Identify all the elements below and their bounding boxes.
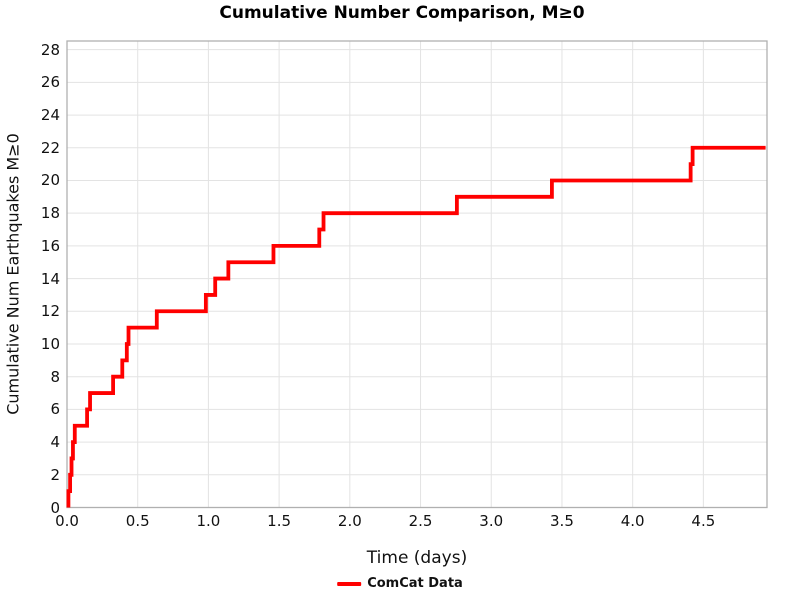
x-tick-label: 4.5 xyxy=(691,511,716,530)
x-tick-label: 3.5 xyxy=(550,511,574,530)
legend-line-icon xyxy=(337,581,362,586)
x-tick-label: 1.5 xyxy=(267,511,292,530)
x-tick-label: 1.0 xyxy=(196,511,221,530)
x-tick-label: 2.5 xyxy=(408,511,433,530)
y-tick-label: 12 xyxy=(40,302,60,321)
x-tick-label: 4.0 xyxy=(620,511,645,530)
chart-title: Cumulative Number Comparison, M≥0 xyxy=(219,3,585,23)
y-tick-label: 28 xyxy=(40,40,60,59)
legend: ComCat Data xyxy=(337,576,463,591)
y-axis-label: Cumulative Num Earthquakes M≥0 xyxy=(3,133,23,415)
y-tick-label: 24 xyxy=(40,106,60,125)
x-axis-label: Time (days) xyxy=(366,548,468,568)
y-tick-label: 8 xyxy=(50,367,60,386)
x-tick-label: 3.0 xyxy=(479,511,504,530)
y-tick-label: 26 xyxy=(40,73,60,92)
series-step-line-comcat xyxy=(66,145,766,508)
y-tick-label: 10 xyxy=(40,334,60,353)
plot-border xyxy=(66,40,768,509)
y-tick-label: 2 xyxy=(50,465,60,484)
y-tick-label: 16 xyxy=(40,236,60,255)
x-tick-label: 0.0 xyxy=(55,511,79,530)
y-tick-label: 22 xyxy=(40,138,60,157)
y-tick-label: 4 xyxy=(50,433,60,452)
y-tick-label: 20 xyxy=(40,171,60,190)
y-tick-label: 18 xyxy=(40,204,60,223)
y-tick-label: 14 xyxy=(40,269,60,288)
y-tick-label: 0 xyxy=(50,498,60,517)
x-tick-label: 0.5 xyxy=(125,511,150,530)
y-tick-label: 6 xyxy=(50,400,60,419)
x-tick-label: 2.0 xyxy=(337,511,362,530)
legend-label: ComCat Data xyxy=(367,576,463,591)
